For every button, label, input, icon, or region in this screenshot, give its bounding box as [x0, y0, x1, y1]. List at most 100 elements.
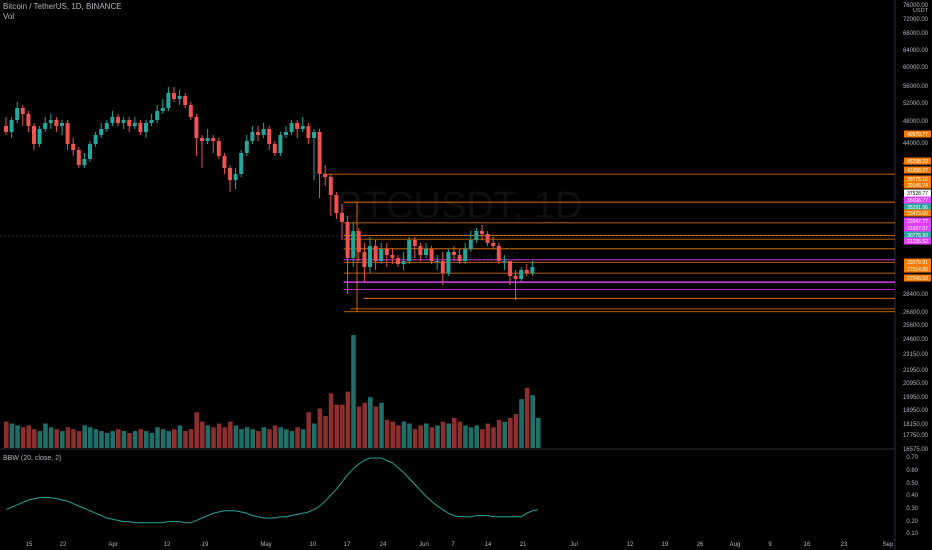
candle-body [20, 108, 25, 114]
level-badge [904, 196, 931, 204]
volume-bar [244, 427, 250, 448]
time-tick: 24 [380, 542, 387, 548]
volume-bar [233, 425, 239, 448]
level-badge-text: 27046.53 [907, 276, 928, 282]
level-badge-text: 49979.77 [907, 132, 928, 138]
level-badge-text: 39775.16 [907, 177, 928, 183]
indicator-tick: 0.20 [906, 519, 918, 525]
candle-body [334, 195, 339, 213]
candle-body [323, 174, 328, 177]
volume-bar [127, 432, 132, 448]
volume-bar [110, 431, 115, 448]
candle-body [340, 213, 344, 222]
candle-body [474, 231, 479, 240]
level-badge [904, 231, 931, 239]
candle-body [524, 270, 529, 273]
volume-bar [530, 395, 535, 448]
candle-body [121, 120, 126, 123]
candle-body [54, 120, 59, 126]
time-tick: 15 [26, 542, 33, 548]
price-tick: 56000.00 [903, 84, 929, 90]
candle-body [65, 123, 70, 144]
candle-body [418, 246, 423, 255]
time-tick: Sep [883, 542, 894, 548]
candle-body [300, 126, 305, 129]
candle-body [284, 132, 288, 135]
candle-body [424, 249, 428, 255]
price-tick: 25600.00 [903, 323, 929, 329]
price-tick: 60000.00 [903, 65, 929, 71]
candle-body [384, 249, 389, 255]
volume-bar [267, 429, 272, 448]
volume-bar [418, 425, 423, 448]
volume-bar [368, 397, 373, 448]
candle-body [76, 150, 81, 165]
candle-body [88, 144, 92, 159]
level-badge-text: 33473.00 [907, 211, 928, 217]
volume-bar [474, 425, 479, 448]
candle-body [127, 120, 132, 126]
candle-body [396, 258, 400, 264]
candle-body [502, 261, 507, 262]
volume-bar [60, 431, 65, 448]
candle-body [261, 129, 266, 135]
volume-bar [32, 429, 37, 448]
time-tick: 23 [841, 542, 848, 548]
volume-bar [93, 429, 99, 448]
price-tick: 19950.00 [903, 395, 929, 401]
time-tick: 26 [697, 542, 704, 548]
candle-body [267, 129, 272, 144]
volume-bar [300, 429, 306, 448]
volume-bar [160, 429, 166, 448]
volume-bar [334, 404, 339, 448]
time-tick: 17 [344, 542, 351, 548]
volume-bar [323, 415, 328, 448]
volume-bar [396, 425, 401, 448]
candle-body [188, 105, 193, 117]
indicator-tick: 0.60 [906, 468, 918, 474]
volume-bar [211, 427, 216, 448]
candle-body [132, 123, 137, 126]
price-tick: 17750.00 [903, 433, 929, 439]
volume-bar [43, 423, 48, 448]
time-tick: 16 [804, 542, 811, 548]
candle-body [345, 222, 350, 258]
indicator-tick: 0.50 [906, 481, 918, 487]
candle-body [194, 117, 199, 138]
volume-bar [54, 429, 59, 448]
volume-bar [289, 431, 295, 448]
volume-bar [452, 417, 457, 448]
candle-body [48, 120, 53, 123]
candle-body [172, 93, 176, 99]
volume-bar [384, 419, 390, 448]
candle-body [216, 141, 221, 156]
volume-bar [312, 423, 317, 448]
price-tick: 26800.00 [903, 310, 929, 316]
candle-body [435, 261, 440, 262]
level-badge [904, 237, 931, 245]
time-tick: 10 [310, 542, 317, 548]
candle-body [43, 123, 48, 129]
volume-bar [424, 423, 429, 448]
level-badge [904, 258, 931, 266]
volume-bar [306, 412, 311, 448]
volume-bar [356, 406, 362, 448]
time-tick: 7 [451, 542, 455, 548]
volume-bar [468, 427, 474, 448]
price-tick: 64000.00 [903, 48, 929, 54]
candle-body [15, 108, 20, 120]
price-tick: 18950.00 [903, 408, 929, 414]
candle-body [37, 129, 42, 144]
level-badge-text: 45298.23 [907, 159, 928, 165]
volume-bar [435, 425, 440, 448]
candle-body [144, 123, 148, 132]
volume-bar [177, 425, 183, 448]
time-tick: 14 [485, 542, 492, 548]
level-badge [904, 166, 931, 174]
candle-body [177, 96, 182, 99]
volume-bar [104, 432, 110, 448]
volume-bar [536, 417, 541, 448]
price-tick: 18150.00 [903, 422, 929, 428]
